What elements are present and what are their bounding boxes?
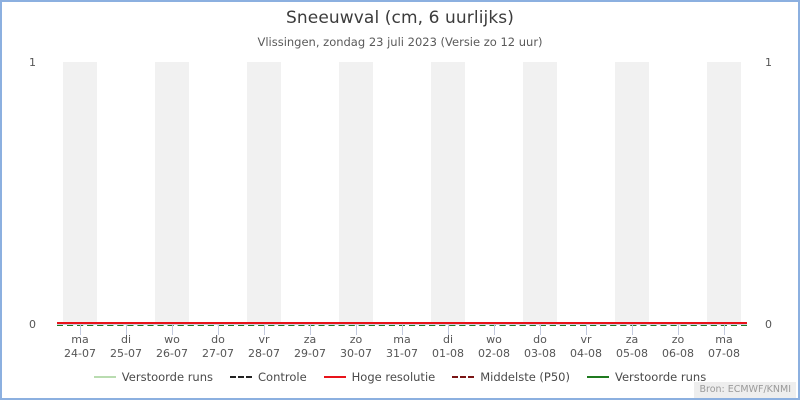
x-axis-tick	[540, 324, 541, 335]
tick-label-weekday: zo	[349, 333, 363, 346]
chart-title: Sneeuwval (cm, 6 uurlijks)	[286, 8, 514, 28]
legend-swatch-icon	[323, 376, 346, 378]
day-band	[155, 62, 189, 324]
legend-item[interactable]: Hoge resolutie	[323, 370, 436, 384]
tick-label-weekday: do	[533, 333, 547, 346]
series-line-hoge-resolutie	[57, 322, 747, 324]
tick-label-date: 31-07	[386, 347, 418, 360]
x-axis-tick-label: do 27-07	[188, 333, 248, 361]
x-axis-tick	[310, 324, 311, 335]
x-axis-tick-label: ma 31-07	[372, 333, 432, 361]
x-axis-tick-label: zo 06-08	[648, 333, 708, 361]
tick-label-weekday: di	[120, 333, 132, 346]
tick-label-weekday: wo	[486, 333, 502, 346]
chart-legend: Verstoorde runs Controle Hoge resolutie Mid…	[2, 370, 798, 384]
x-axis-tick-label: wo 26-07	[142, 333, 202, 361]
tick-label-weekday: ma	[393, 333, 411, 346]
x-axis-tick-label: vr 28-07	[234, 333, 294, 361]
day-band	[523, 62, 557, 324]
legend-label: Verstoorde runs	[614, 370, 707, 384]
legend-swatch-icon	[586, 376, 609, 378]
legend-swatch-icon	[452, 376, 475, 378]
x-axis-tick-label: za 05-08	[602, 333, 662, 361]
x-axis-tick	[80, 324, 81, 335]
tick-label-weekday: vr	[580, 333, 592, 346]
x-axis-tick-label: do 03-08	[510, 333, 570, 361]
x-axis-tick	[172, 324, 173, 335]
y-axis-label-bottom-left: 0	[29, 318, 36, 331]
x-axis-tick	[126, 324, 127, 335]
plot-area	[57, 62, 747, 324]
tick-label-weekday: wo	[164, 333, 180, 346]
tick-label-date: 07-08	[708, 347, 740, 360]
x-axis-tick	[586, 324, 587, 335]
tick-label-date: 25-07	[110, 347, 142, 360]
x-axis-tick-label: wo 02-08	[464, 333, 524, 361]
x-axis-tick	[264, 324, 265, 335]
x-axis-tick-label: ma 07-08	[694, 333, 754, 361]
tick-label-date: 02-08	[478, 347, 510, 360]
x-axis-tick-label: vr 04-08	[556, 333, 616, 361]
x-axis-tick	[678, 324, 679, 335]
tick-label-date: 27-07	[202, 347, 234, 360]
tick-label-weekday: zo	[671, 333, 685, 346]
tick-label-weekday: vr	[258, 333, 270, 346]
tick-label-date: 05-08	[616, 347, 648, 360]
chart-subtitle: Vlissingen, zondag 23 juli 2023 (Versie …	[257, 35, 543, 49]
tick-label-weekday: ma	[715, 333, 733, 346]
y-axis-label-top-right: 1	[765, 56, 772, 69]
legend-label: Controle	[258, 370, 307, 384]
x-axis-tick	[356, 324, 357, 335]
legend-item[interactable]: Verstoorde runs	[586, 370, 707, 384]
tick-label-date: 03-08	[524, 347, 556, 360]
tick-label-date: 04-08	[570, 347, 602, 360]
tick-label-weekday: za	[625, 333, 639, 346]
tick-label-weekday: di	[442, 333, 454, 346]
x-axis-tick	[218, 324, 219, 335]
y-axis-label-bottom-right: 0	[765, 318, 772, 331]
legend-item[interactable]: Controle	[230, 370, 307, 384]
legend-label: Middelste (P50)	[480, 370, 570, 384]
day-band	[707, 62, 741, 324]
legend-swatch-icon	[93, 376, 116, 378]
day-band	[615, 62, 649, 324]
legend-swatch-icon	[230, 376, 252, 378]
x-axis-tick	[632, 324, 633, 335]
tick-label-date: 01-08	[432, 347, 464, 360]
x-axis-tick-label: zo 30-07	[326, 333, 386, 361]
x-axis-tick	[448, 324, 449, 335]
x-axis-tick-label: di 01-08	[418, 333, 478, 361]
legend-label: Hoge resolutie	[351, 370, 436, 384]
x-axis-tick-label: za 29-07	[280, 333, 340, 361]
tick-label-weekday: ma	[71, 333, 89, 346]
x-axis-tick	[494, 324, 495, 335]
y-axis-label-top-left: 1	[29, 56, 36, 69]
day-band	[63, 62, 97, 324]
x-axis-tick	[402, 324, 403, 335]
source-attribution: Bron: ECMWF/KNMI	[693, 382, 796, 398]
tick-label-weekday: za	[303, 333, 317, 346]
x-axis-tick-label: di 25-07	[96, 333, 156, 361]
day-band	[339, 62, 373, 324]
day-bands	[57, 62, 747, 324]
legend-item[interactable]: Middelste (P50)	[452, 370, 570, 384]
x-axis-tick-label: ma 24-07	[50, 333, 110, 361]
tick-label-date: 06-08	[662, 347, 694, 360]
tick-label-date: 26-07	[156, 347, 188, 360]
tick-label-date: 29-07	[294, 347, 326, 360]
day-band	[431, 62, 465, 324]
tick-label-weekday: do	[211, 333, 225, 346]
tick-label-date: 24-07	[64, 347, 96, 360]
x-axis-tick	[724, 324, 725, 335]
tick-label-date: 28-07	[248, 347, 280, 360]
tick-label-date: 30-07	[340, 347, 372, 360]
legend-item[interactable]: Verstoorde runs	[93, 370, 213, 384]
day-band	[247, 62, 281, 324]
legend-label: Verstoorde runs	[121, 370, 213, 384]
